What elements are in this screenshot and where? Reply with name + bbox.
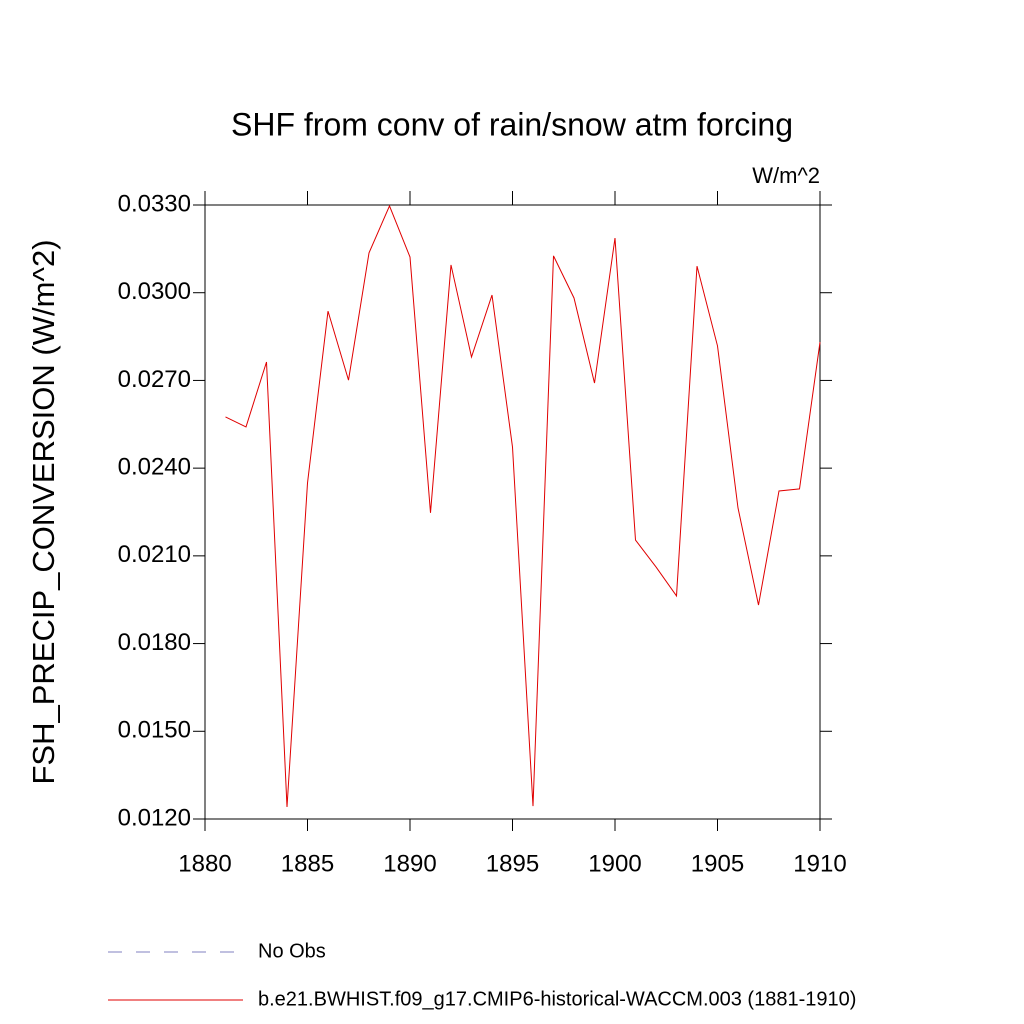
y-tick-label: 0.0240 (118, 453, 191, 480)
x-tick-label: 1905 (691, 850, 744, 877)
data-line (225, 204, 821, 808)
x-tick-label: 1885 (281, 850, 334, 877)
y-tick-label: 0.0120 (118, 804, 191, 831)
x-tick-label: 1880 (178, 850, 231, 877)
y-tick-label: 0.0270 (118, 366, 191, 393)
x-tick-label: 1890 (383, 850, 436, 877)
units-label: W/m^2 (752, 163, 820, 188)
x-tick-label: 1910 (793, 850, 846, 877)
x-tick-label: 1895 (486, 850, 539, 877)
y-axis-label: FSH_PRECIP_CONVERSION (W/m^2) (26, 239, 61, 784)
y-tick-label: 0.0300 (118, 278, 191, 305)
legend-label: No Obs (258, 940, 326, 962)
x-tick-label: 1900 (588, 850, 641, 877)
legend-label: b.e21.BWHIST.f09_g17.CMIP6-historical-WA… (258, 988, 856, 1010)
plot-frame (204, 204, 821, 820)
chart-title: SHF from conv of rain/snow atm forcing (231, 106, 793, 142)
y-tick-label: 0.0210 (118, 541, 191, 568)
y-tick-label: 0.0150 (118, 717, 191, 744)
y-tick-label: 0.0180 (118, 629, 191, 656)
y-tick-label: 0.0330 (118, 190, 191, 217)
